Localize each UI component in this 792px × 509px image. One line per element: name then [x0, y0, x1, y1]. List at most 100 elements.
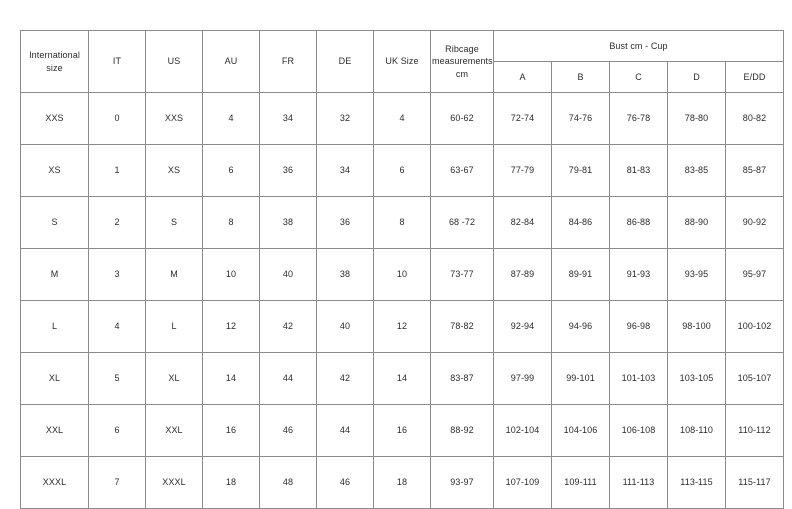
- cell-de: 42: [316, 352, 374, 405]
- cell-it: 7: [88, 456, 146, 509]
- cell-international-size: XS: [20, 144, 89, 197]
- cell-uk-size: 12: [373, 300, 431, 353]
- cell-de: 40: [316, 300, 374, 353]
- column-header-uk-size: UK Size: [373, 30, 431, 93]
- cell-bust-d: 83-85: [667, 144, 726, 197]
- cell-bust-d: 108-110: [667, 404, 726, 457]
- cell-bust-edd: 110-112: [725, 404, 784, 457]
- cell-bust-d: 98-100: [667, 300, 726, 353]
- cell-au: 8: [202, 196, 260, 249]
- cell-bust-b: 79-81: [551, 144, 610, 197]
- cell-bust-a: 92-94: [493, 300, 552, 353]
- header-row-primary: International size IT US AU FR DE UK Siz…: [20, 30, 784, 93]
- cell-uk-size: 18: [373, 456, 431, 509]
- cell-uk-size: 10: [373, 248, 431, 301]
- cell-uk-size: 6: [373, 144, 431, 197]
- cell-de: 38: [316, 248, 374, 301]
- cell-de: 44: [316, 404, 374, 457]
- table-row: XXXL 7 XXXL 18 48 46 18 93-97 107-109 109-111 111-…: [20, 456, 784, 509]
- cell-fr: 42: [259, 300, 317, 353]
- column-header-it: IT: [88, 30, 146, 93]
- column-header-cup-d: D: [667, 61, 726, 93]
- cell-us: S: [145, 196, 203, 249]
- cell-fr: 38: [259, 196, 317, 249]
- cell-bust-edd: 90-92: [725, 196, 784, 249]
- cell-ribcage: 73-77: [430, 248, 494, 301]
- cell-bust-a: 97-99: [493, 352, 552, 405]
- cell-fr: 46: [259, 404, 317, 457]
- cell-bust-b: 94-96: [551, 300, 610, 353]
- table-row: XXL 6 XXL 16 46 44 16 88-92 102-104 104-106 106-10…: [20, 404, 784, 457]
- cell-bust-a: 82-84: [493, 196, 552, 249]
- cell-de: 34: [316, 144, 374, 197]
- cell-bust-a: 102-104: [493, 404, 552, 457]
- cell-ribcage: 88-92: [430, 404, 494, 457]
- cell-de: 32: [316, 92, 374, 145]
- cell-ribcage: 83-87: [430, 352, 494, 405]
- cell-bust-edd: 85-87: [725, 144, 784, 197]
- cell-it: 3: [88, 248, 146, 301]
- cell-international-size: XL: [20, 352, 89, 405]
- cell-bust-c: 96-98: [609, 300, 668, 353]
- cell-international-size: M: [20, 248, 89, 301]
- cell-bust-a: 107-109: [493, 456, 552, 509]
- cell-au: 18: [202, 456, 260, 509]
- cell-us: XXS: [145, 92, 203, 145]
- cell-us: XXXL: [145, 456, 203, 509]
- cell-uk-size: 8: [373, 196, 431, 249]
- table-row: XL 5 XL 14 44 42 14 83-87 97-99 99-101 101-103 103-…: [20, 352, 784, 405]
- cell-bust-d: 103-105: [667, 352, 726, 405]
- cell-bust-b: 89-91: [551, 248, 610, 301]
- cell-bust-c: 106-108: [609, 404, 668, 457]
- cell-ribcage: 63-67: [430, 144, 494, 197]
- cell-international-size: XXS: [20, 92, 89, 145]
- table-row: L 4 L 12 42 40 12 78-82 92-94 94-96 96-98 98-100 100…: [20, 300, 784, 353]
- cell-us: XXL: [145, 404, 203, 457]
- cell-bust-d: 93-95: [667, 248, 726, 301]
- cell-fr: 44: [259, 352, 317, 405]
- cell-it: 6: [88, 404, 146, 457]
- table-row: XXS 0 XXS 4 34 32 4 60-62 72-74 74-76 76-78 78-80 80…: [20, 92, 784, 145]
- cell-ribcage: 93-97: [430, 456, 494, 509]
- cell-bust-a: 72-74: [493, 92, 552, 145]
- table-row: S 2 S 8 38 36 8 68 -72 82-84 84-86 86-88 88-90 90-92: [20, 196, 784, 249]
- cell-bust-c: 86-88: [609, 196, 668, 249]
- column-header-de: DE: [316, 30, 374, 93]
- column-header-cup-c: C: [609, 61, 668, 93]
- cell-us: XS: [145, 144, 203, 197]
- cell-fr: 40: [259, 248, 317, 301]
- column-header-us: US: [145, 30, 203, 93]
- cell-bust-b: 84-86: [551, 196, 610, 249]
- cell-it: 5: [88, 352, 146, 405]
- cell-bust-c: 91-93: [609, 248, 668, 301]
- cell-bust-edd: 100-102: [725, 300, 784, 353]
- cell-au: 10: [202, 248, 260, 301]
- cell-it: 4: [88, 300, 146, 353]
- column-header-bust-group: Bust cm - Cup: [493, 30, 784, 62]
- header-row-cups: A B C D E/DD: [21, 61, 784, 93]
- cell-bust-b: 104-106: [551, 404, 610, 457]
- cell-au: 4: [202, 92, 260, 145]
- cell-bust-b: 99-101: [551, 352, 610, 405]
- cell-bust-a: 87-89: [493, 248, 552, 301]
- cell-it: 0: [88, 92, 146, 145]
- column-header-cup-b: B: [551, 61, 610, 93]
- cell-au: 12: [202, 300, 260, 353]
- cell-uk-size: 4: [373, 92, 431, 145]
- cell-au: 16: [202, 404, 260, 457]
- cell-international-size: XXL: [20, 404, 89, 457]
- cell-uk-size: 14: [373, 352, 431, 405]
- cell-us: XL: [145, 352, 203, 405]
- cell-bust-d: 78-80: [667, 92, 726, 145]
- cell-de: 46: [316, 456, 374, 509]
- cell-international-size: XXXL: [20, 456, 89, 509]
- cell-au: 6: [202, 144, 260, 197]
- cell-bust-edd: 80-82: [725, 92, 784, 145]
- cell-it: 1: [88, 144, 146, 197]
- cell-fr: 36: [259, 144, 317, 197]
- table-header: International size IT US AU FR DE UK Siz…: [20, 30, 784, 93]
- cell-bust-c: 101-103: [609, 352, 668, 405]
- size-conversion-table: International size IT US AU FR DE UK Siz…: [20, 30, 784, 509]
- cell-de: 36: [316, 196, 374, 249]
- cell-bust-d: 88-90: [667, 196, 726, 249]
